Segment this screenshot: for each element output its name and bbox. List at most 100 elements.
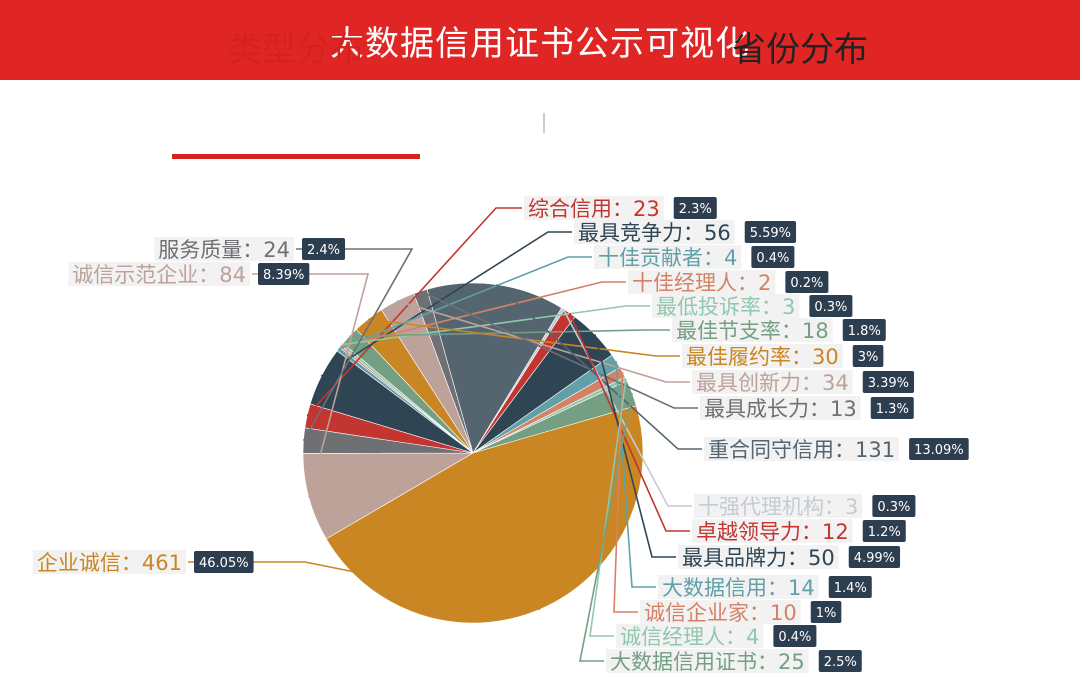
slice-label-bg: [594, 245, 742, 269]
slice-label: 诚信企业家：10: [644, 601, 797, 625]
slice-label: 最具成长力：13: [704, 397, 857, 421]
slice-label-bg: [682, 344, 843, 368]
slice-percent-label: 4.99%: [854, 551, 895, 566]
slice-percent-badge: [258, 263, 310, 285]
label-leader-line: [579, 392, 633, 662]
slice-label-bg: [32, 550, 186, 574]
label-leader-line: [495, 284, 702, 450]
slice-label-bg: [694, 494, 863, 518]
slice-label: 最低投诉率：3: [656, 295, 795, 319]
label-leader-line: [615, 361, 656, 588]
slice-label-bg: [672, 318, 833, 342]
slice-label: 诚信示范企业：84: [72, 263, 246, 287]
slice-percent-badge: [862, 520, 906, 542]
slice-percent-badge: [842, 319, 886, 341]
slice-percent-label: 1.3%: [876, 402, 909, 417]
slice-label: 最佳节支率：18: [676, 319, 829, 343]
slice-label: 卓越领导力：12: [696, 520, 849, 544]
slice-label: 重合同守信用：131: [708, 438, 895, 462]
pie-slice: [302, 427, 474, 454]
slice-percent-label: 46.05%: [199, 556, 249, 571]
tab-type-distribution[interactable]: 类型分布: [228, 29, 364, 70]
slice-percent-label: 1.2%: [868, 525, 901, 540]
slice-percent-badge: [744, 221, 797, 243]
slice-label-bg: [606, 649, 809, 673]
header-bar: 大数据信用证书公示可视化: [0, 0, 1080, 80]
slice-percent-label: 1.4%: [834, 581, 867, 596]
slice-label-bg: [658, 575, 819, 599]
slice-label-bg: [616, 624, 764, 648]
slice-label: 十佳贡献者：4: [598, 246, 737, 270]
slice-percent-badge: [809, 295, 853, 317]
label-leader-line: [349, 329, 670, 337]
slice-label: 最具竞争力：56: [578, 221, 731, 245]
slice-percent-badge: [810, 601, 842, 623]
label-leader-line: [320, 231, 572, 377]
label-leader-line: [420, 290, 698, 409]
slice-percent-badge: [673, 197, 717, 219]
label-leader-line: [589, 378, 627, 637]
slice-percent-label: 0.2%: [790, 276, 823, 291]
slice-percent-label: 0.4%: [756, 251, 789, 266]
slice-percent-badge: [828, 576, 872, 598]
slice-label: 大数据信用：14: [662, 576, 815, 600]
slice-percent-badge: [785, 271, 829, 293]
slice-percent-badge: [751, 246, 795, 268]
slice-percent-badge: [862, 371, 915, 393]
slice-percent-badge: [872, 495, 916, 517]
slice-label-bg: [628, 270, 776, 294]
slice-label-bg: [678, 545, 839, 569]
slice-percent-label: 2.3%: [679, 202, 712, 217]
slice-percent-label: 0.4%: [778, 630, 811, 645]
slice-percent-label: 5.59%: [750, 226, 791, 241]
slice-label-bg: [692, 370, 853, 394]
label-leader-line: [306, 207, 522, 417]
label-leader-line: [562, 308, 692, 507]
slice-percent-badge: [302, 238, 346, 260]
slice-percent-label: 13.09%: [914, 443, 964, 458]
slice-label-bg: [700, 396, 861, 420]
label-leader-line: [613, 372, 638, 613]
slice-label-bg: [154, 237, 294, 261]
slice-label: 综合信用：23: [528, 197, 660, 221]
slice-label: 最佳履约率：30: [686, 345, 839, 369]
slice-label-bg: [692, 519, 853, 543]
slice-percent-label: 8.39%: [263, 268, 304, 283]
label-leader-line: [368, 318, 680, 357]
slice-percent-label: 1.8%: [848, 324, 881, 339]
slice-label: 大数据信用证书：25: [610, 650, 805, 674]
label-leader-line: [341, 305, 650, 346]
slice-percent-label: 2.4%: [307, 243, 340, 258]
slice-percent-badge: [852, 345, 884, 367]
active-tab-indicator: [172, 154, 420, 159]
label-leader-line: [396, 300, 690, 383]
slice-percent-label: 2.5%: [824, 655, 857, 670]
slice-percent-badge: [870, 397, 914, 419]
slice-label-bg: [524, 196, 664, 220]
slice-percent-label: 3.39%: [868, 376, 909, 391]
slice-percent-badge: [818, 650, 862, 672]
pie-labels: 综合信用：23 2.3% 最具竞争力：56 5.59% 十佳贡献者：4 0.4% 十佳经理人…: [32, 196, 969, 674]
label-leader-line: [568, 312, 690, 532]
slice-label: 十强代理机构：3: [698, 495, 858, 519]
slice-percent-badge: [194, 551, 254, 573]
slice-label: 最具品牌力：50: [682, 546, 835, 570]
slice-percent-label: 1%: [816, 606, 837, 621]
slice-percent-label: 0.3%: [877, 500, 910, 515]
slice-label: 企业诚信：461: [37, 551, 182, 575]
tab-province-distribution[interactable]: 省份分布: [732, 29, 868, 70]
pie-slices: [302, 282, 644, 624]
slice-percent-badge: [909, 438, 969, 460]
slice-percent-badge: [773, 625, 817, 647]
slice-label: 服务质量：24: [158, 238, 290, 262]
tab-divider: [543, 113, 545, 133]
slice-label-bg: [704, 437, 900, 461]
slice-label-bg: [652, 294, 800, 318]
slice-label-bg: [640, 600, 801, 624]
slice-label: 十佳经理人：2: [632, 271, 771, 295]
page-title: 大数据信用证书公示可视化: [330, 23, 750, 64]
slice-percent-badge: [848, 546, 901, 568]
slice-label-bg: [574, 220, 735, 244]
slice-label: 诚信经理人：4: [620, 625, 759, 649]
